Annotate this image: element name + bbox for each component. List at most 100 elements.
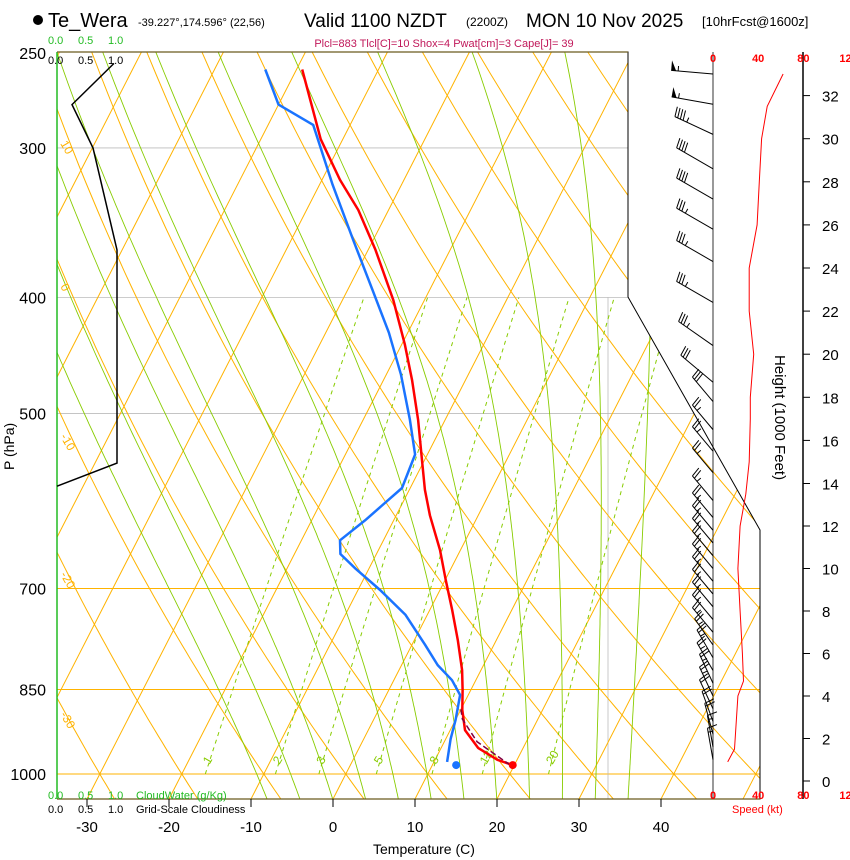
mixing-ratio-line <box>481 297 615 775</box>
wind-barb-feather <box>693 487 702 496</box>
mixing-ratio-line <box>204 297 365 775</box>
dry-adiabat-line <box>138 52 615 799</box>
wind-barb <box>676 198 714 230</box>
cloudiness-label: Grid-Scale Cloudiness <box>136 804 246 816</box>
wind-barb-feather <box>678 232 683 243</box>
wind-barb-staff <box>692 518 714 544</box>
wind-barb-feather <box>693 589 702 598</box>
wind-barb <box>706 724 718 760</box>
wind-barb-feather <box>692 510 700 519</box>
moist-adiabat-line <box>368 52 531 799</box>
wind-barb-feather <box>693 576 702 585</box>
wind-barb-feather <box>700 676 710 683</box>
mixing-ratio-label: 8 <box>426 753 442 766</box>
wind-barb-feather <box>682 110 686 121</box>
wind-barb-half-feather <box>702 658 708 662</box>
wind-barb <box>692 439 714 474</box>
wind-barb-feather <box>678 139 683 150</box>
moist-adiabat-line <box>559 52 602 799</box>
moist-adiabat-line <box>464 52 563 799</box>
wind-barb <box>676 271 714 303</box>
wind-barb-feather <box>681 274 686 285</box>
wind-barb-half-feather <box>696 545 702 550</box>
wind-barb <box>694 611 714 646</box>
pressure-tick-label: 850 <box>19 682 46 699</box>
wind-barb <box>676 230 714 262</box>
cloudiness-scale-label: 0.0 <box>48 55 63 67</box>
wind-barb <box>674 106 714 135</box>
wind-barb-half-feather <box>696 558 702 563</box>
wind-barb-feather <box>701 685 712 692</box>
wind-barb <box>680 346 714 383</box>
height-tick-label: 26 <box>822 218 839 235</box>
station-name: Te_Wera <box>48 10 129 32</box>
wind-barb-staff <box>692 492 714 518</box>
wind-barb-half-feather <box>684 208 689 214</box>
isotherm-line <box>250 52 645 799</box>
wind-barb-staff <box>696 629 714 658</box>
wind-barb-feather <box>705 701 715 707</box>
wind-barb-staff <box>692 376 714 402</box>
wind-barb-half-feather <box>700 633 706 637</box>
height-tick-label: 30 <box>822 132 839 149</box>
wind-barb-half-feather <box>696 584 702 588</box>
station-dot-icon <box>33 15 43 25</box>
wind-barb-half-feather <box>696 449 702 454</box>
valid-date: MON 10 Nov 2025 <box>526 11 683 32</box>
wind-barb-feather <box>699 673 708 681</box>
theta-label: -10 <box>57 431 78 453</box>
wind-barb-half-feather <box>696 533 702 537</box>
wind-barb <box>699 660 714 697</box>
utc-time: (2200Z) <box>466 15 508 29</box>
station-coords: -39.227°,174.596° (22,56) <box>138 17 265 29</box>
wind-barb-half-feather <box>698 621 704 625</box>
surface-temp-point <box>508 761 517 770</box>
wind-barb <box>671 60 714 75</box>
wind-barb-feather <box>693 442 702 451</box>
wind-barb-staff <box>692 530 714 557</box>
x-axis-label: Temperature (C) <box>373 841 475 857</box>
wind-barb-half-feather <box>696 477 702 482</box>
isotherm-line <box>57 52 317 799</box>
cloudwater-scale-label: 0.0 <box>48 35 63 47</box>
wind-barb-half-feather <box>696 596 702 601</box>
height-tick-label: 24 <box>822 261 839 278</box>
wind-barb <box>678 311 714 346</box>
wind-barb-feather <box>693 470 702 479</box>
wind-barb <box>692 599 714 633</box>
wind-barb <box>696 635 714 671</box>
pressure-tick-label: 300 <box>19 141 46 158</box>
moist-adiabat-line <box>57 52 334 799</box>
moist-adiabat-line <box>627 52 652 799</box>
dry-adiabat-line <box>57 52 365 799</box>
y-axis-label: P (hPa) <box>1 423 17 470</box>
mixing-ratio-line <box>318 297 468 775</box>
x-tick-label: 0 <box>329 819 337 836</box>
isotherm-line <box>660 52 760 799</box>
wind-barb-half-feather <box>686 322 691 328</box>
wind-speed-line <box>727 73 784 763</box>
wind-barb-half-feather <box>700 645 706 650</box>
wind-barb <box>696 622 714 658</box>
height-tick-label: 10 <box>822 562 839 579</box>
wind-barb-feather <box>676 198 681 209</box>
wind-barb-pennant <box>671 87 677 98</box>
wind-barb-half-feather <box>696 428 702 433</box>
wind-barb-feather <box>678 311 684 322</box>
wind-barb-feather <box>692 484 700 494</box>
wind-barb-feather <box>696 613 704 622</box>
wind-barb-feather <box>692 368 700 378</box>
wind-barb-staff <box>692 556 714 582</box>
cloudwater-scale-label: 0.0 <box>48 790 63 802</box>
cloudiness-line <box>56 62 118 487</box>
cloudiness-scale-label: 0.5 <box>78 55 93 67</box>
wind-barb <box>701 685 714 722</box>
wind-barb-staff <box>692 569 714 595</box>
wind-barb-half-feather <box>684 281 689 287</box>
theta-label: 10 <box>57 138 76 157</box>
moist-adiabat-line <box>94 52 399 799</box>
x-tick-label: -30 <box>76 819 98 836</box>
wind-barb-feather <box>696 635 705 644</box>
wind-barb-feather <box>674 106 678 117</box>
